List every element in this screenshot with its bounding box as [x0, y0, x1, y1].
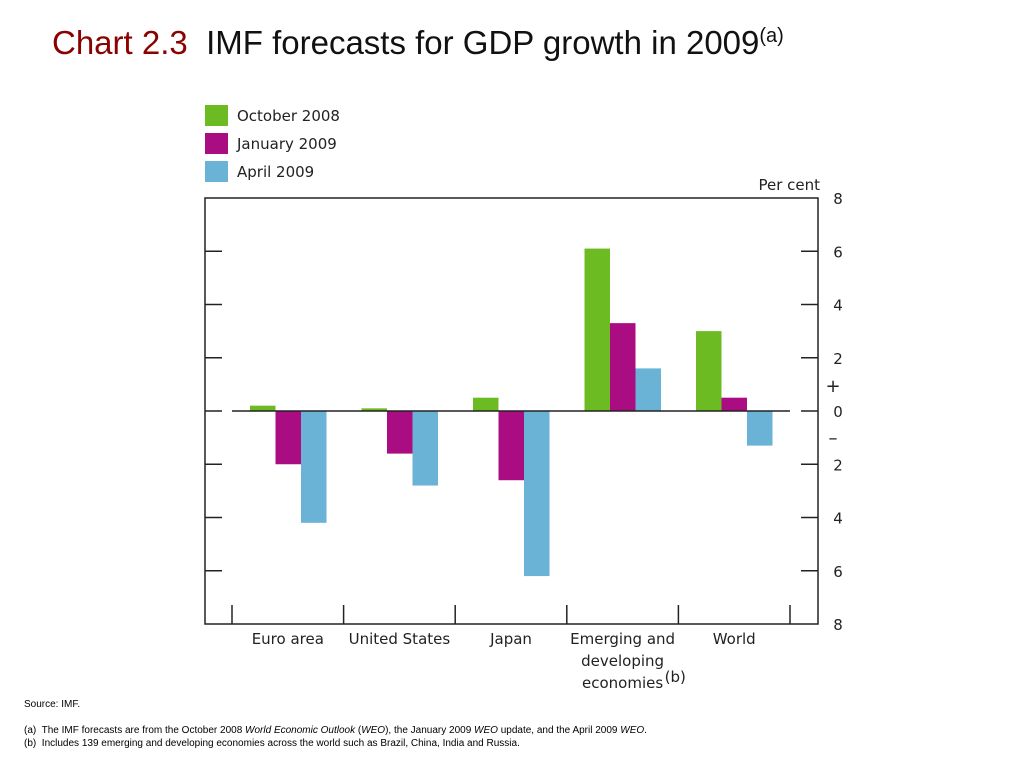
bar-january-2009	[721, 397, 747, 411]
y-tick-label: 0	[833, 403, 843, 421]
footnote-b-text: Includes 139 emerging and developing eco…	[41, 738, 520, 749]
footnotes: Source: IMF. (a) The IMF forecasts are f…	[24, 698, 1004, 750]
x-category-label: Japan	[489, 630, 532, 648]
y-tick-label: 8	[833, 616, 843, 634]
slide-title: Chart 2.3 IMF forecasts for GDP growth i…	[52, 24, 784, 62]
legend-swatch	[205, 105, 228, 126]
bar-october-2008	[473, 397, 499, 411]
legend-label: January 2009	[236, 135, 337, 153]
title-footnote-marker: (a)	[759, 25, 784, 47]
footnote-a-text: .	[644, 725, 647, 736]
footnote-a-text: update, and the April 2009	[497, 725, 621, 736]
y-tick-label: 6	[833, 563, 843, 581]
footnote-a-marker: (a)	[24, 725, 37, 736]
chart-title-text: IMF forecasts for GDP growth in 2009	[206, 24, 760, 61]
bar-january-2009	[498, 411, 524, 481]
bar-october-2008	[696, 331, 722, 411]
bar-october-2008	[584, 248, 610, 411]
legend-swatch	[205, 133, 228, 154]
bar-january-2009	[387, 411, 413, 454]
y-tick-label: 8	[833, 190, 843, 208]
y-tick-label: 2	[833, 456, 843, 474]
y-tick-label: 6	[833, 243, 843, 261]
bar-october-2008	[361, 408, 387, 411]
chart-number-label: Chart 2.3	[52, 24, 188, 61]
bar-april-2009	[747, 411, 773, 446]
footnote-b: (b) Includes 139 emerging and developing…	[24, 737, 1004, 750]
x-category-footnote-marker: (b)	[665, 668, 686, 686]
bar-april-2009	[301, 411, 327, 523]
legend-label: April 2009	[237, 163, 314, 181]
footnote-b-marker: (b)	[24, 738, 37, 749]
legend-label: October 2008	[237, 107, 340, 125]
legend-swatch	[205, 161, 228, 182]
footnote-a-text: The IMF forecasts are from the October 2…	[41, 725, 246, 736]
x-category-label: Emerging and developing economies	[570, 630, 675, 692]
y-tick-label: 2	[833, 350, 843, 368]
y-axis-unit-label: Per cent	[758, 176, 820, 194]
bar-october-2008	[250, 405, 276, 411]
footnote-a-text: ), the January 2009	[385, 725, 475, 736]
footnote-a-abbrev: WEO	[361, 725, 386, 736]
x-category-label: United States	[349, 630, 451, 648]
chart-legend: October 2008 January 2009 April 2009	[205, 105, 340, 182]
y-axis-ticks: 8 6 4 2 0 2 4 6 8	[205, 190, 843, 634]
x-axis-category-labels: Euro area United States Japan Emerging and d…	[252, 630, 756, 692]
y-tick-label: 4	[833, 510, 843, 528]
footnote-a-abbrev: WEO	[474, 725, 498, 736]
bar-january-2009	[275, 411, 301, 465]
footnote-a-abbrev: WEO	[620, 725, 645, 736]
x-category-label: Euro area	[252, 630, 324, 648]
bar-series	[250, 248, 773, 577]
x-axis-separators	[231, 605, 791, 624]
bar-april-2009	[412, 411, 438, 486]
x-category-label: World	[713, 630, 756, 648]
negative-sign-marker: –	[829, 428, 838, 449]
y-tick-label: 4	[833, 297, 843, 315]
positive-sign-marker: +	[825, 376, 840, 397]
footnote-a-publication: World Economic Outlook	[245, 725, 356, 736]
bar-april-2009	[524, 411, 550, 577]
source-note: Source: IMF.	[24, 699, 81, 710]
footnote-a: (a) The IMF forecasts are from the Octob…	[24, 724, 1004, 737]
gdp-forecast-bar-chart: October 2008 January 2009 April 2009 Per c…	[204, 105, 843, 692]
bar-january-2009	[610, 323, 636, 411]
bar-april-2009	[635, 368, 661, 411]
footnote-a-text: (	[355, 725, 362, 736]
